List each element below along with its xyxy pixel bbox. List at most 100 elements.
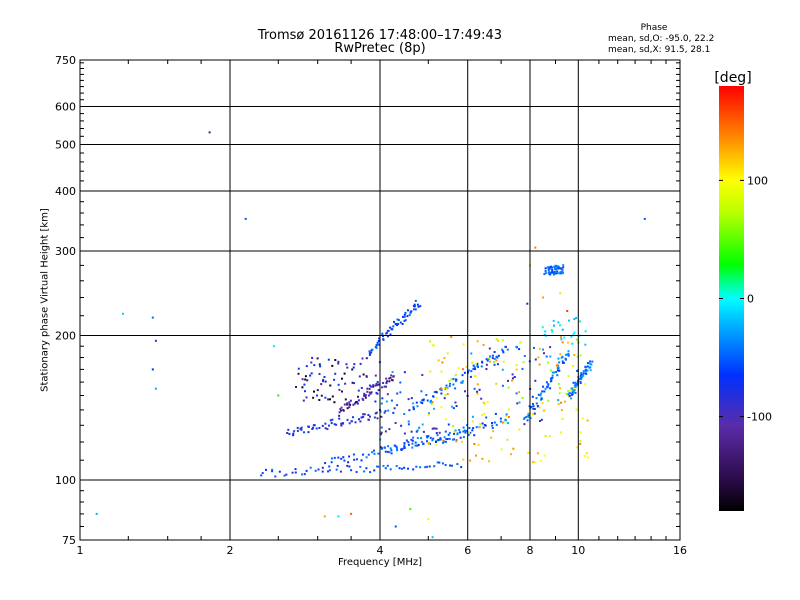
data-point	[301, 378, 304, 381]
data-point	[319, 365, 322, 368]
data-point	[371, 348, 374, 351]
data-point	[95, 512, 98, 515]
data-point	[333, 456, 336, 459]
data-point	[387, 450, 390, 453]
data-point	[151, 368, 154, 371]
data-point	[365, 357, 368, 360]
data-point	[305, 396, 308, 399]
data-point	[352, 416, 354, 419]
data-point	[368, 352, 371, 355]
data-point	[443, 357, 446, 360]
data-point	[352, 453, 355, 456]
data-point	[274, 475, 277, 478]
data-point	[433, 407, 435, 410]
data-point	[394, 445, 397, 447]
data-point	[548, 266, 551, 269]
data-point	[576, 384, 579, 387]
data-point	[448, 431, 451, 434]
data-point	[567, 390, 570, 392]
data-point	[544, 272, 547, 275]
data-point	[357, 395, 359, 398]
data-point	[278, 470, 281, 473]
data-point	[287, 428, 290, 431]
data-point	[450, 378, 453, 381]
data-point	[586, 365, 589, 368]
data-point	[394, 422, 397, 424]
data-point	[346, 403, 349, 406]
data-point	[386, 335, 389, 338]
data-point	[346, 402, 349, 405]
data-point	[469, 375, 472, 378]
data-point	[399, 391, 402, 394]
data-point	[374, 400, 377, 403]
data-point	[585, 372, 588, 375]
tick-marks-layer	[80, 60, 680, 540]
data-point	[428, 412, 430, 415]
data-point	[473, 366, 476, 369]
data-point	[422, 430, 425, 433]
data-point	[579, 442, 582, 445]
phase-heading: Phase	[640, 23, 668, 33]
data-point	[373, 452, 376, 455]
data-point	[353, 363, 356, 366]
data-point	[382, 335, 384, 338]
data-point	[476, 390, 479, 393]
data-point	[574, 391, 577, 394]
data-point	[416, 444, 419, 447]
data-point	[470, 352, 473, 355]
data-point	[377, 389, 380, 392]
data-point	[422, 398, 425, 401]
data-point	[545, 381, 548, 384]
data-point	[387, 445, 390, 448]
data-point	[435, 432, 438, 434]
data-point	[562, 266, 565, 269]
data-point	[313, 390, 315, 393]
data-point	[306, 379, 309, 382]
data-point	[327, 470, 330, 473]
data-point	[560, 409, 563, 412]
data-point	[304, 390, 306, 393]
data-point	[589, 369, 592, 372]
data-point	[560, 336, 562, 339]
data-point	[562, 264, 565, 267]
data-point	[580, 373, 583, 376]
data-point	[403, 442, 406, 445]
phase-stats-o: mean, sd,O: -95.0, 22.2	[608, 34, 715, 44]
data-point	[352, 403, 355, 406]
data-point	[385, 332, 388, 335]
data-point	[572, 381, 575, 384]
data-point	[285, 473, 288, 476]
data-point	[557, 364, 560, 367]
data-point	[575, 383, 578, 386]
data-point	[318, 427, 321, 429]
data-point	[532, 413, 534, 415]
data-point	[530, 405, 533, 408]
data-point	[547, 385, 550, 388]
data-point	[385, 400, 388, 403]
data-point	[473, 434, 476, 437]
data-point	[497, 354, 500, 357]
data-point	[561, 341, 564, 344]
data-point	[540, 418, 543, 421]
data-point	[360, 459, 363, 462]
data-point	[311, 356, 314, 359]
data-point	[538, 363, 541, 366]
data-point	[374, 374, 377, 377]
data-point	[465, 429, 468, 432]
data-point	[410, 397, 413, 400]
data-point	[469, 431, 472, 434]
data-point	[460, 381, 463, 384]
data-point	[436, 461, 439, 464]
data-point	[321, 470, 324, 473]
data-point	[511, 379, 513, 382]
data-point	[587, 362, 589, 365]
data-point	[368, 391, 371, 394]
data-point	[446, 393, 449, 395]
data-point	[551, 376, 554, 379]
data-point	[385, 385, 387, 388]
data-point	[413, 308, 415, 311]
data-point	[584, 383, 587, 386]
data-point	[478, 426, 481, 429]
data-point	[453, 430, 456, 433]
data-point	[291, 471, 294, 474]
